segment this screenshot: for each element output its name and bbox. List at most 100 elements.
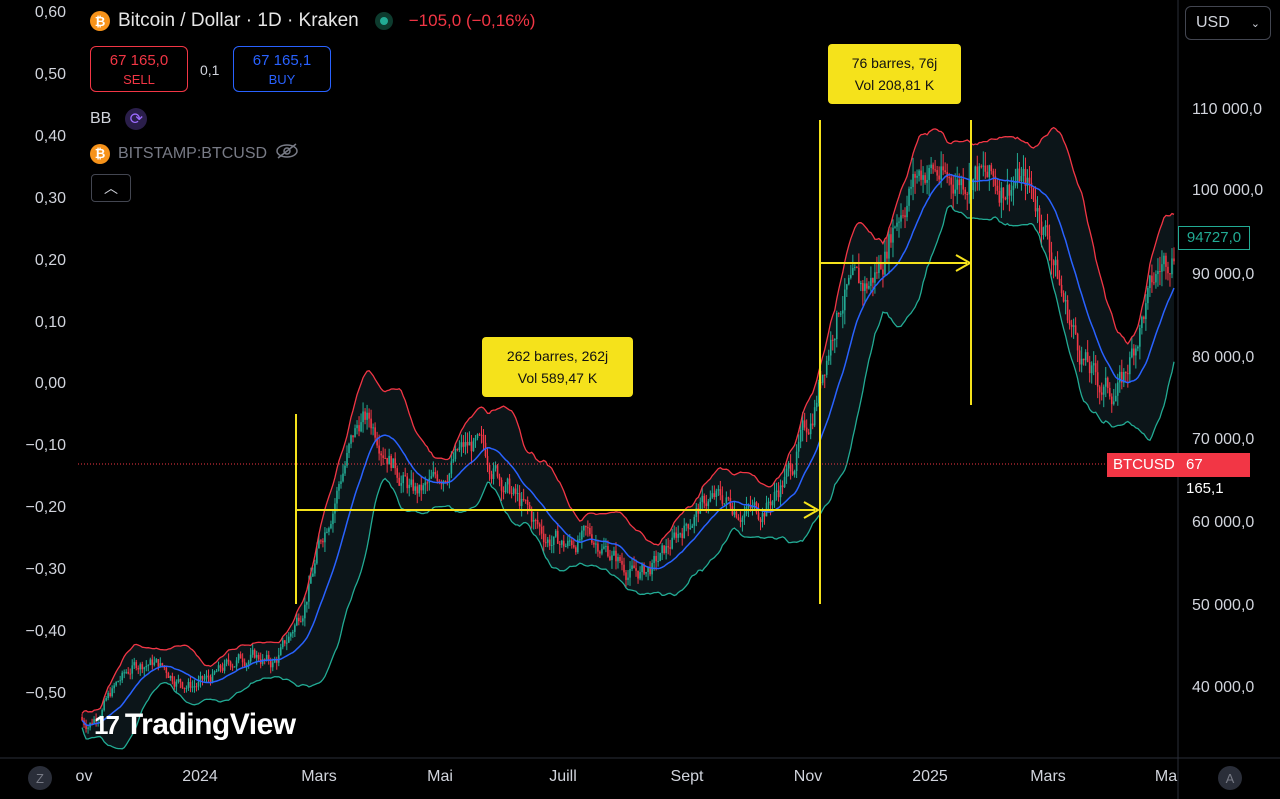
candle-body <box>968 179 971 195</box>
indicator-bb[interactable]: BB ⟳ <box>90 108 148 130</box>
candle-body <box>406 476 409 489</box>
candle-body <box>173 681 176 687</box>
candle-body <box>328 528 330 532</box>
symbol-title[interactable]: Bitcoin / Dollar · 1D · Kraken <box>118 10 359 31</box>
candle-body <box>815 402 818 408</box>
candle-body <box>659 552 661 561</box>
candle-body <box>243 662 246 666</box>
candle-body <box>908 188 910 206</box>
candle-body <box>476 434 479 439</box>
candle-body <box>940 166 942 180</box>
candle-body <box>253 649 256 658</box>
candle-body <box>191 686 194 688</box>
candle-body <box>225 659 228 664</box>
candle-body <box>117 681 119 683</box>
auto-scale-button[interactable]: A <box>1218 766 1242 790</box>
zoom-button[interactable]: Z <box>28 766 52 790</box>
collapse-legend-button[interactable]: ︿ <box>91 174 131 202</box>
candle-body <box>183 687 186 689</box>
candle-body <box>273 659 276 663</box>
candle-body <box>426 482 429 484</box>
candle-body <box>143 667 146 670</box>
candle-body <box>1147 287 1149 304</box>
candle-body <box>350 435 352 444</box>
candle-body <box>679 533 682 535</box>
candle-body <box>705 503 708 507</box>
sell-button[interactable]: 67 165,0 SELL <box>90 46 188 92</box>
candle-body <box>1173 258 1175 262</box>
candle-body <box>639 572 641 579</box>
candle-body <box>649 567 651 575</box>
candle-body <box>392 458 394 468</box>
candle-body <box>123 672 126 674</box>
indicator-compare[interactable]: ₿ BITSTAMP:BTCUSD <box>90 142 299 165</box>
x-tick: 2024 <box>182 768 218 785</box>
candle-body <box>577 539 579 553</box>
candle-body <box>938 175 940 180</box>
candle-body <box>787 463 790 469</box>
candle-body <box>1153 282 1155 284</box>
candle-body <box>474 438 477 441</box>
candle-body <box>1070 324 1073 327</box>
candle-body <box>1100 392 1103 395</box>
chevron-down-icon: ⌄ <box>1250 17 1260 30</box>
candle-body <box>623 564 625 573</box>
candle-body <box>139 664 142 670</box>
candle-body <box>215 671 218 673</box>
candle-body <box>603 546 605 549</box>
candle-body <box>326 531 328 533</box>
candle-body <box>1088 361 1091 374</box>
candle-body <box>107 692 109 699</box>
candle-body <box>444 481 447 483</box>
tradingview-logo: 17 TradingView <box>94 708 296 742</box>
candle-body <box>627 577 629 580</box>
candle-body <box>526 500 529 506</box>
buy-button[interactable]: 67 165,1 BUY <box>233 46 331 92</box>
candle-body <box>1010 190 1013 196</box>
candle-body <box>761 513 764 523</box>
candle-body <box>149 659 152 666</box>
candle-body <box>177 679 180 682</box>
hidden-eye-icon[interactable] <box>275 142 299 165</box>
right-tick: 40 000,0 <box>1192 679 1255 696</box>
candle-body <box>255 654 258 658</box>
candle-body <box>500 479 503 491</box>
candle-body <box>1137 346 1139 349</box>
candle-body <box>872 277 874 283</box>
candle-body <box>1114 395 1117 402</box>
candle-body <box>197 681 200 687</box>
currency-select[interactable]: USD ⌄ <box>1185 6 1271 40</box>
candle-body <box>597 543 599 552</box>
left-tick: 0,20 <box>34 252 66 269</box>
candle-body <box>103 700 105 711</box>
candle-body <box>490 474 493 479</box>
candle-body <box>928 168 930 180</box>
candle-body <box>609 556 611 561</box>
candle-body <box>982 165 985 167</box>
spread-value: 0,1 <box>200 62 220 78</box>
candle-body <box>332 513 334 525</box>
candle-body <box>261 659 264 664</box>
candle-body <box>398 477 400 486</box>
candle-body <box>207 675 210 678</box>
candle-body <box>480 434 483 436</box>
right-tick: 90 000,0 <box>1192 266 1255 283</box>
current-price-tag: 67 165,1 <box>1180 453 1250 497</box>
candle-body <box>376 437 378 446</box>
candle-body <box>460 442 463 448</box>
candle-body <box>1050 252 1053 261</box>
candle-body <box>1038 208 1041 222</box>
candle-body <box>910 186 912 189</box>
candle-body <box>366 412 368 420</box>
candle-body <box>502 490 505 493</box>
candle-body <box>560 540 563 545</box>
candle-body <box>1092 363 1095 366</box>
candle-body <box>131 665 134 674</box>
candle-body <box>655 555 657 562</box>
candle-body <box>1054 259 1057 266</box>
candle-body <box>340 481 342 484</box>
candle-body <box>717 489 720 491</box>
candle-body <box>743 513 746 518</box>
candle-body <box>296 617 298 626</box>
